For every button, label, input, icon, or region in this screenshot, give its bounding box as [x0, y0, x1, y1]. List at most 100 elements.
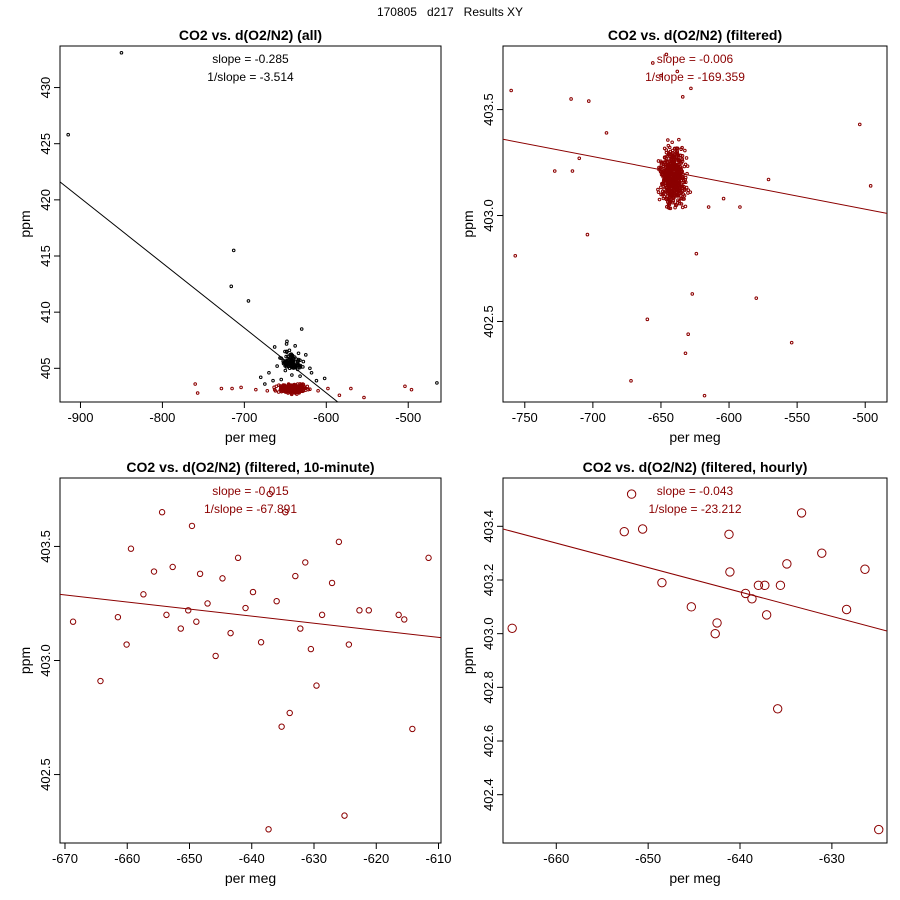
x-axis-label: per meg [225, 870, 276, 886]
data-point [283, 349, 287, 354]
data-point [299, 386, 303, 390]
data-point [683, 351, 688, 356]
data-point [677, 188, 682, 193]
data-point [267, 371, 271, 375]
y-tick-label: 402.5 [38, 758, 53, 791]
data-point [66, 132, 70, 137]
data-point [685, 164, 690, 168]
data-point [669, 186, 674, 191]
data-point [789, 340, 794, 345]
data-point [683, 175, 688, 180]
data-point [296, 389, 300, 394]
x-tick-label: -630 [819, 851, 845, 866]
data-point [140, 591, 147, 598]
panel-filtered: CO2 vs. d(O2/N2) (filtered) -750 -700 -650 -… [460, 27, 888, 445]
data-point [677, 201, 682, 206]
data-point [365, 607, 372, 614]
data-point [254, 387, 258, 392]
data-point [690, 292, 695, 296]
data-point [712, 618, 722, 628]
data-point [163, 611, 170, 619]
data-point [296, 351, 301, 356]
data-point [292, 572, 299, 580]
data-point [257, 639, 265, 646]
data-point [586, 99, 591, 103]
y-tick-label: 403.0 [38, 644, 53, 677]
data-point [425, 554, 432, 562]
data-point [308, 387, 312, 392]
data-point [279, 386, 284, 390]
data-point [177, 625, 184, 632]
fit-line [503, 138, 887, 214]
data-point [680, 169, 685, 174]
data-point [318, 611, 326, 619]
data-point [674, 146, 679, 151]
x-axis-label: per meg [669, 429, 720, 445]
data-point [673, 188, 677, 193]
data-point [229, 284, 234, 289]
data-point [659, 163, 664, 168]
x-tick-label: -750 [512, 410, 538, 425]
data-point [265, 388, 270, 393]
data-point [666, 168, 671, 173]
data-point [507, 623, 517, 633]
data-point [686, 602, 697, 612]
slope-annotation: slope = -0.043 [657, 484, 734, 498]
data-point [272, 345, 277, 349]
panel-all: CO2 vs. d(O2/N2) (all) -900 -800 -700 -600 -5… [17, 27, 442, 445]
data-point [273, 389, 278, 393]
data-point [676, 166, 681, 171]
y-tick-label: 402.5 [481, 305, 496, 338]
data-point [661, 191, 666, 196]
inverse-slope-annotation: 1/slope = -169.359 [645, 70, 745, 84]
data-point [169, 563, 176, 571]
data-point [316, 388, 320, 393]
chart-title: CO2 vs. d(O2/N2) (filtered, 10-minute) [126, 459, 374, 475]
y-tick-label: 405 [38, 357, 53, 379]
data-point [227, 629, 234, 637]
data-point [435, 381, 439, 385]
y-tick-label: 403.5 [38, 530, 53, 563]
data-point [684, 156, 689, 160]
data-point [286, 386, 291, 390]
y-tick-label: 403.2 [481, 564, 496, 597]
y-tick-label: 402.8 [481, 671, 496, 704]
data-point [671, 182, 676, 186]
data-point [69, 618, 77, 625]
inverse-slope-annotation: 1/slope = -23.212 [648, 502, 741, 516]
data-point [663, 173, 668, 178]
data-point [637, 524, 648, 534]
data-point [290, 359, 294, 363]
data-point [680, 205, 685, 210]
y-tick-label: 403.0 [481, 617, 496, 650]
data-point [193, 382, 197, 386]
data-point [123, 641, 130, 648]
x-tick-label: -500 [395, 410, 421, 425]
data-point [283, 362, 288, 367]
data-point [682, 179, 686, 183]
data-point [678, 153, 683, 158]
x-tick-label: -500 [852, 410, 878, 425]
y-tick-label: 403.0 [481, 199, 496, 232]
data-point [660, 181, 664, 186]
inverse-slope-annotation: 1/slope = -67.891 [204, 502, 297, 516]
y-tick-label: 430 [38, 77, 53, 99]
data-point [682, 164, 687, 169]
data-point [706, 205, 711, 209]
data-point [775, 580, 786, 591]
data-point [185, 607, 192, 614]
data-point [301, 359, 306, 364]
y-tick-label: 403.5 [481, 93, 496, 126]
data-point [301, 365, 305, 369]
data-point [666, 201, 671, 206]
data-point [682, 193, 687, 198]
data-point [279, 377, 284, 382]
data-point [659, 185, 663, 190]
data-point [860, 564, 870, 574]
data-point [275, 364, 279, 368]
data-point [670, 165, 675, 170]
data-point [694, 251, 699, 256]
data-point [401, 616, 408, 623]
y-axis-label: ppm [460, 647, 476, 674]
chart-title: CO2 vs. d(O2/N2) (filtered, hourly) [583, 459, 808, 475]
